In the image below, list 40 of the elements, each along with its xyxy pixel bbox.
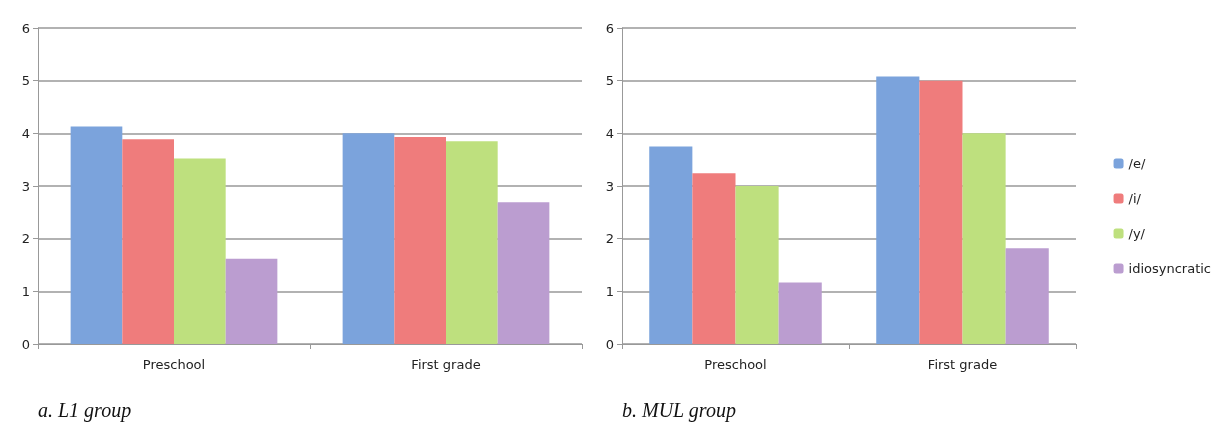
text: b. MUL group bbox=[622, 399, 736, 422]
bar bbox=[1005, 248, 1049, 344]
bar bbox=[876, 76, 920, 344]
bar bbox=[174, 158, 226, 344]
y-tick-label: 4 bbox=[21, 125, 30, 141]
legend-label: /y/ bbox=[1128, 226, 1146, 241]
y-tick-label: 4 bbox=[605, 125, 614, 141]
bar bbox=[649, 146, 693, 344]
y-tick-label: 2 bbox=[21, 231, 30, 247]
bar bbox=[919, 80, 963, 344]
bar bbox=[692, 173, 736, 344]
y-tick-label: 2 bbox=[605, 231, 614, 247]
y-tick-label: 3 bbox=[21, 178, 30, 194]
x-tick-label: Preschool bbox=[142, 357, 206, 372]
bar bbox=[394, 137, 446, 344]
y-tick-label: 0 bbox=[605, 336, 614, 352]
legend-label: /e/ bbox=[1128, 156, 1146, 171]
y-tick-label: 0 bbox=[21, 336, 30, 352]
y-tick-label: 1 bbox=[21, 283, 30, 299]
text: a. L1 group bbox=[38, 399, 132, 422]
bar bbox=[735, 186, 779, 344]
y-tick-label: 3 bbox=[605, 178, 614, 194]
bar bbox=[225, 258, 278, 344]
y-tick-label: 6 bbox=[21, 20, 30, 36]
y-tick-label: 6 bbox=[605, 20, 614, 36]
bar bbox=[962, 133, 1006, 344]
bar bbox=[778, 282, 822, 344]
bar bbox=[122, 139, 174, 344]
legend-label: idiosyncratic bbox=[1128, 261, 1211, 276]
bar bbox=[342, 133, 395, 344]
x-tick-label: First grade bbox=[411, 357, 481, 372]
bar bbox=[497, 202, 550, 344]
bar bbox=[70, 126, 123, 344]
x-tick-label: First grade bbox=[927, 357, 998, 372]
bar bbox=[446, 141, 498, 344]
x-tick-label: Preschool bbox=[704, 357, 767, 372]
legend-label: /i/ bbox=[1128, 191, 1142, 206]
y-tick-label: 1 bbox=[605, 283, 614, 299]
y-tick-label: 5 bbox=[21, 73, 30, 89]
y-tick-label: 5 bbox=[605, 73, 614, 89]
